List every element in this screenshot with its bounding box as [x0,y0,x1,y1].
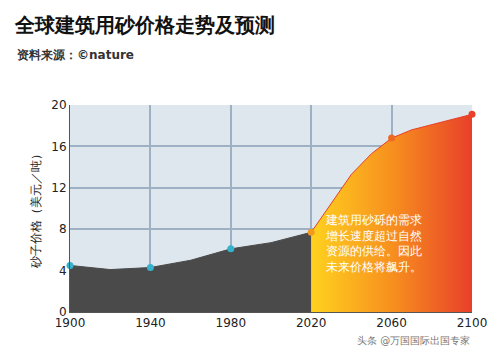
svg-text:1980: 1980 [216,316,247,330]
svg-text:全球建筑用砂价格走势及预测: 全球建筑用砂价格走势及预测 [14,13,275,37]
svg-text:头条 @万国国际出国专家: 头条 @万国国际出国专家 [357,335,470,346]
svg-text:建筑用砂砾的需求增长速度超过自然资源的供给。因此未来价格将飙: 建筑用砂砾的需求增长速度超过自然资源的供给。因此未来价格将飙升。 [325,213,422,274]
svg-text:2060: 2060 [376,316,407,330]
svg-text:1900: 1900 [55,316,86,330]
svg-text:20: 20 [51,98,66,112]
svg-text:12: 12 [51,181,66,195]
svg-text:砂子价格（美元／吨）: 砂子价格（美元／吨） [29,149,43,270]
svg-text:8: 8 [59,222,67,236]
svg-text:2100: 2100 [457,316,488,330]
svg-text:0: 0 [59,305,67,319]
svg-text:资料来源：©nature: 资料来源：©nature [17,48,134,62]
svg-text:4: 4 [59,264,67,278]
svg-text:1940: 1940 [135,316,166,330]
svg-text:2020: 2020 [296,316,327,330]
svg-text:16: 16 [51,140,66,154]
